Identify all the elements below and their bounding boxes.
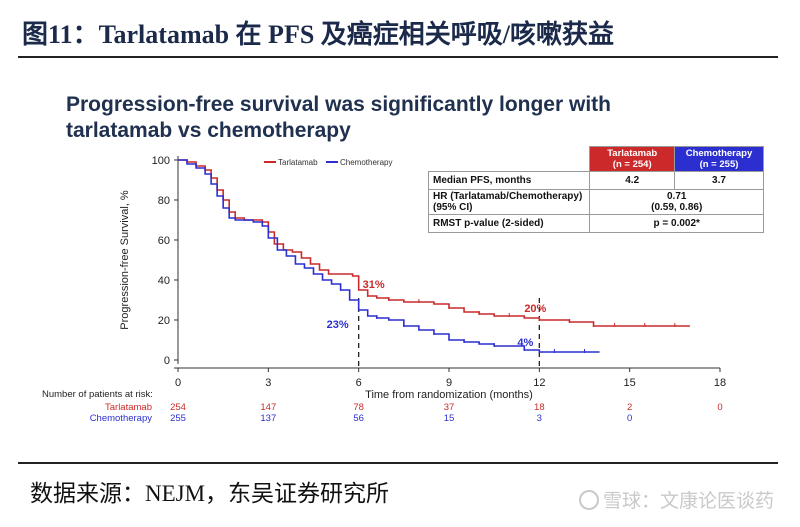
- x-tick-label: 18: [714, 377, 726, 389]
- risk-table: Number of patients at risk: Tarlatamab 254…: [42, 389, 723, 424]
- top-rule: [18, 56, 778, 58]
- y-tick-label: 60: [158, 235, 170, 247]
- footer-source: 数据来源：NEJM，东吴证券研究所: [30, 481, 390, 506]
- table-header-tarlatamab: Tarlatamab (n = 254): [589, 146, 675, 172]
- risk-value: 0: [627, 413, 632, 424]
- bottom-rule: [18, 462, 778, 464]
- row-hr-label-line2: (95% CI): [433, 202, 473, 213]
- risk-value: 254: [170, 402, 186, 413]
- row-hr-label: HR (Tarlatamab/Chemotherapy) (95% CI): [427, 189, 591, 215]
- series-line-chemotherapy: [178, 159, 600, 353]
- risk-value: 18: [534, 402, 545, 413]
- annotation-label: 23%: [327, 319, 349, 331]
- row-median-pfs-label: Median PFS, months: [427, 171, 591, 190]
- annotation-label: 31%: [363, 279, 385, 291]
- snowball-logo-icon: [578, 490, 599, 510]
- x-tick-label: 6: [356, 377, 362, 389]
- y-tick-label: 0: [164, 355, 170, 367]
- chart-series: [178, 159, 690, 353]
- x-tick-label: 15: [624, 377, 636, 389]
- chart-panel: Progression-free survival was significan…: [36, 84, 765, 438]
- table-header-tarlatamab-n: (n = 254): [612, 159, 652, 170]
- row-median-pfs-chemotherapy: 3.7: [673, 171, 765, 190]
- row-hr-value-main: 0.71: [666, 191, 687, 202]
- table-header-chemotherapy: Chemotherapy (n = 255): [673, 146, 765, 172]
- row-median-pfs-tarlatamab: 4.2: [589, 171, 675, 190]
- table-header-tarlatamab-label: Tarlatamab: [607, 148, 658, 159]
- chart-axes: 0 20 40 60 80 100 0 3 6 9 12 15 18 Time from randomiz…: [119, 155, 726, 401]
- table-header-chemotherapy-label: Chemotherapy: [685, 148, 753, 159]
- chart-title: Progression-free survival was significan…: [66, 92, 611, 144]
- row-rmst-label: RMST p-value (2-sided): [427, 214, 591, 233]
- watermark-text: 雪球：文康论医谈药: [602, 491, 774, 512]
- row-rmst-value: p = 0.002*: [589, 214, 764, 233]
- row-hr-value-ci: (0.59, 0.86): [651, 202, 703, 213]
- y-tick-label: 40: [158, 275, 170, 287]
- risk-value: 147: [260, 402, 276, 413]
- risk-value: 78: [353, 402, 364, 413]
- chart-legend: Tarlatamab Chemotherapy: [264, 158, 392, 167]
- risk-value: 137: [260, 413, 276, 424]
- risk-value: 3: [537, 413, 542, 424]
- risk-value: 37: [444, 402, 455, 413]
- watermark: 雪球：文康论医谈药: [578, 486, 774, 513]
- table-header-chemotherapy-n: (n = 255): [699, 159, 739, 170]
- risk-value: 15: [444, 413, 455, 424]
- figure-title: 图11：Tarlatamab 在 PFS 及癌症相关呼吸/咳嗽获益: [22, 20, 615, 49]
- x-tick-label: 0: [175, 377, 181, 389]
- risk-row-label-chemotherapy: Chemotherapy: [90, 413, 153, 424]
- row-hr-value: 0.71 (0.59, 0.86): [589, 189, 764, 215]
- x-tick-label: 3: [265, 377, 271, 389]
- x-tick-label: 12: [533, 377, 545, 389]
- risk-row-label-tarlatamab: Tarlatamab: [105, 402, 152, 413]
- annotation-label: 4%: [517, 337, 533, 349]
- legend-label-tarlatamab: Tarlatamab: [278, 158, 318, 167]
- legend-label-chemotherapy: Chemotherapy: [340, 158, 392, 167]
- risk-table-title: Number of patients at risk:: [42, 389, 153, 400]
- y-tick-label: 100: [152, 155, 170, 167]
- x-axis-label: Time from randomization (months): [365, 389, 533, 401]
- row-hr-label-line1: HR (Tarlatamab/Chemotherapy): [433, 191, 583, 202]
- risk-value: 0: [717, 402, 722, 413]
- risk-value: 56: [353, 413, 364, 424]
- chart-title-line2: tarlatamab vs chemotherapy: [66, 119, 351, 142]
- chart-annotations: 31% 23% 20% 4%: [327, 279, 547, 349]
- y-axis-label: Progression-free Survival, %: [119, 190, 131, 330]
- x-tick-label: 9: [446, 377, 452, 389]
- y-tick-label: 80: [158, 195, 170, 207]
- y-tick-label: 20: [158, 315, 170, 327]
- risk-value: 255: [170, 413, 186, 424]
- risk-value: 2: [627, 402, 632, 413]
- chart-title-line1: Progression-free survival was significan…: [66, 93, 611, 116]
- annotation-label: 20%: [524, 303, 546, 315]
- summary-table: Tarlatamab (n = 254) Chemotherapy (n = 255…: [427, 146, 765, 233]
